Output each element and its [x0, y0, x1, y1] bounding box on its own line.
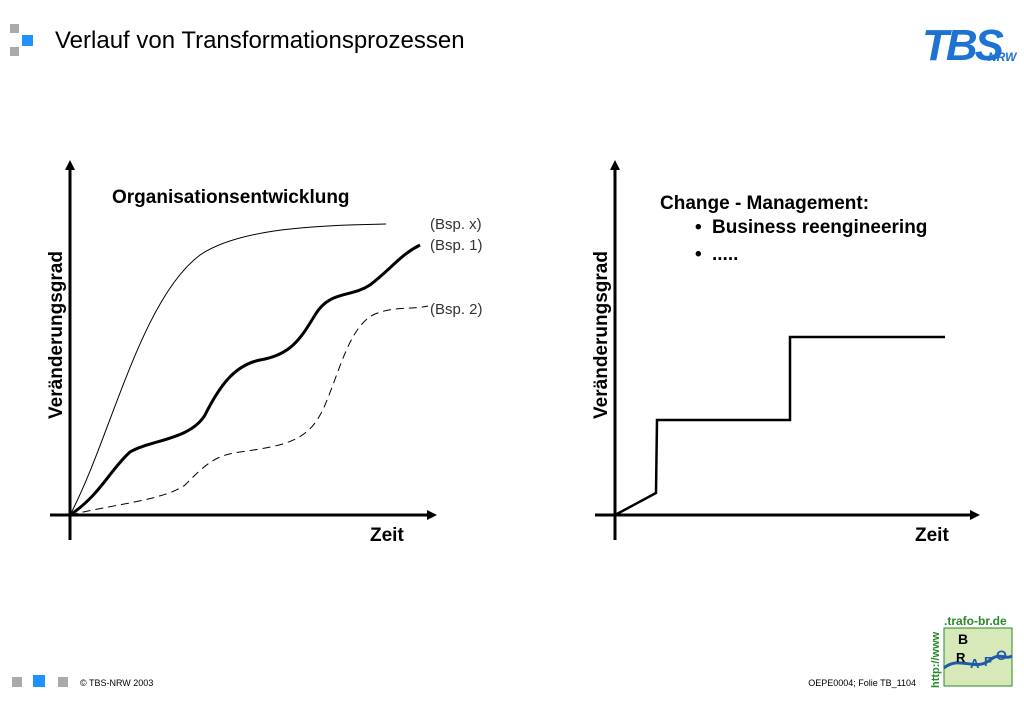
header-icon	[10, 24, 33, 56]
bullet: .....	[712, 244, 738, 265]
logo-letter: R	[956, 650, 966, 665]
tbs-logo: TBS NRW	[922, 21, 1018, 70]
bullet: Business reengineering	[712, 217, 927, 238]
step-curve	[614, 335, 945, 517]
logo-letter: B	[958, 631, 968, 647]
logo-main: TBS	[922, 21, 1004, 70]
curve-label: (Bsp. x)	[430, 216, 482, 233]
footer-icon	[12, 675, 68, 687]
slide-title: Verlauf von Transformationsprozessen	[55, 27, 465, 54]
x-label: Zeit	[915, 525, 949, 546]
x-label: Zeit	[370, 525, 404, 546]
bullet-dot: •	[695, 217, 702, 238]
bullet-dot: •	[695, 244, 702, 265]
curve-label: (Bsp. 1)	[430, 237, 483, 254]
diagram-title: Change - Management:	[660, 193, 869, 214]
logo-sub: NRW	[988, 50, 1018, 64]
logo-prefix: http://www	[930, 631, 942, 688]
diagram-left: Organisationsentwicklung Veränderungsgra…	[46, 160, 483, 546]
copyright: © TBS-NRW 2003	[80, 678, 153, 688]
curve-x	[69, 223, 387, 516]
trafo-logo: .trafo-br.de http://www B R A F O	[930, 614, 1013, 688]
curve-2	[69, 305, 429, 516]
logo-letter: A	[970, 656, 980, 671]
diagram-title: Organisationsentwicklung	[112, 187, 350, 208]
y-label: Veränderungsgrad	[591, 251, 612, 419]
logo-letter: F	[984, 654, 992, 669]
y-label: Veränderungsgrad	[46, 251, 67, 419]
curve-label: (Bsp. 2)	[430, 301, 483, 318]
logo-letter: O	[996, 647, 1007, 663]
curve-1	[69, 243, 421, 517]
diagram-right: Change - Management: • Business reengine…	[591, 160, 980, 546]
logo-url: .trafo-br.de	[944, 614, 1007, 628]
slide-id: OEPE0004; Folie TB_1104	[808, 678, 916, 688]
